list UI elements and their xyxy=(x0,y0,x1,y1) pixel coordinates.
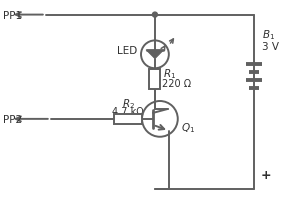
Text: 3 V: 3 V xyxy=(262,42,279,52)
Text: 4,7 kΩ: 4,7 kΩ xyxy=(112,106,144,116)
Bar xyxy=(150,70,160,90)
Text: $R_1$: $R_1$ xyxy=(163,67,177,81)
Bar xyxy=(114,114,142,124)
Text: PP1: PP1 xyxy=(3,11,22,20)
Polygon shape xyxy=(146,50,164,60)
Text: +: + xyxy=(260,168,271,181)
Circle shape xyxy=(152,13,157,18)
Text: PP2: PP2 xyxy=(3,114,22,124)
Text: 220 Ω: 220 Ω xyxy=(162,79,191,89)
Text: $B_1$: $B_1$ xyxy=(262,28,275,42)
Text: $Q_1$: $Q_1$ xyxy=(181,120,195,134)
Text: LED: LED xyxy=(117,46,137,56)
Text: $R_2$: $R_2$ xyxy=(122,97,135,110)
